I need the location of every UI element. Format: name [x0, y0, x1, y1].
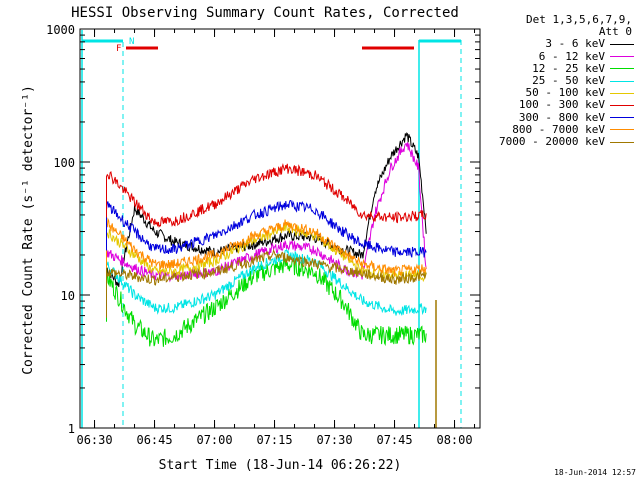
legend-entry: 100 - 300 keV — [484, 99, 634, 111]
legend-entry: 25 - 50 keV — [484, 74, 634, 88]
x-tick-label: 07:30 — [316, 433, 352, 447]
series-line — [106, 257, 427, 347]
legend-label: 3 - 6 keV — [545, 37, 605, 51]
x-tick-label: 06:30 — [76, 433, 112, 447]
y-tick-label: 1000 — [46, 23, 75, 37]
series-line — [106, 248, 427, 317]
legend-swatch — [610, 92, 634, 94]
legend-swatch — [610, 117, 634, 119]
legend-label: 25 - 50 keV — [532, 74, 605, 88]
legend-entry: 300 - 800 keV — [484, 110, 634, 124]
legend-swatch — [610, 141, 634, 143]
legend-entry: 3 - 6 keV — [484, 38, 634, 50]
x-axis-label: Start Time (18-Jun-14 06:26:22) — [159, 458, 402, 473]
x-tick-label: 07:45 — [376, 433, 412, 447]
x-tick-label: 08:00 — [436, 433, 472, 447]
y-axis-label: Corrected Count Rate (s⁻¹ detector⁻¹) — [21, 85, 36, 375]
y-tick-label: 1 — [68, 422, 75, 436]
series-line — [106, 217, 427, 277]
legend-label: 100 - 300 keV — [518, 98, 605, 112]
plot-area: FN — [81, 30, 462, 428]
series-line — [106, 163, 427, 228]
x-tick-label: 06:45 — [136, 433, 172, 447]
legend-label: 7000 - 20000 keV — [499, 135, 605, 149]
x-tick-label: 07:15 — [256, 433, 292, 447]
plot-frame — [79, 28, 481, 429]
legend-entry: 7000 - 20000 keV — [484, 135, 634, 149]
legend-label: 12 - 25 keV — [532, 61, 605, 75]
footer-timestamp: 18-Jun-2014 12:57 — [554, 468, 636, 477]
legend-swatch — [610, 44, 634, 45]
legend-entry: 800 - 7000 keV — [484, 122, 634, 136]
x-tick-label: 07:00 — [196, 433, 232, 447]
legend-label: 300 - 800 keV — [518, 110, 605, 124]
series-line — [106, 248, 427, 318]
legend-swatch — [610, 129, 634, 131]
legend-swatch — [610, 68, 634, 70]
axes: 06:30 06:45 07:00 07:15 07:30 07:45 08:00 1 10 10… — [46, 23, 481, 447]
legend-swatch — [610, 56, 634, 58]
legend-entry: 50 - 100 keV — [484, 87, 634, 99]
legend-swatch — [610, 105, 634, 107]
annotation-label: F — [116, 44, 121, 54]
legend-label: 6 - 12 keV — [538, 49, 605, 63]
series-line — [106, 132, 427, 314]
legend: Det 1,3,5,6,7,9, Att 0 3 - 6 keV 6 - 12 k… — [484, 13, 634, 149]
legend-label: 50 - 100 keV — [525, 86, 605, 100]
chart-title: HESSI Observing Summary Count Rates, Cor… — [71, 5, 459, 21]
legend-entry: 6 - 12 keV — [484, 49, 634, 63]
legend-entry: 12 - 25 keV — [484, 61, 634, 75]
legend-label: 800 - 7000 keV — [512, 122, 605, 136]
y-tick-label: 100 — [53, 156, 75, 170]
annotation-label: N — [129, 37, 134, 47]
legend-header-line-1: Det 1,3,5,6,7,9, — [526, 13, 632, 26]
series-group — [106, 132, 427, 347]
y-tick-label: 10 — [61, 289, 75, 303]
series-line — [106, 199, 427, 258]
legend-header-line-2: Att 0 — [598, 25, 632, 39]
legend-swatch — [610, 80, 634, 82]
